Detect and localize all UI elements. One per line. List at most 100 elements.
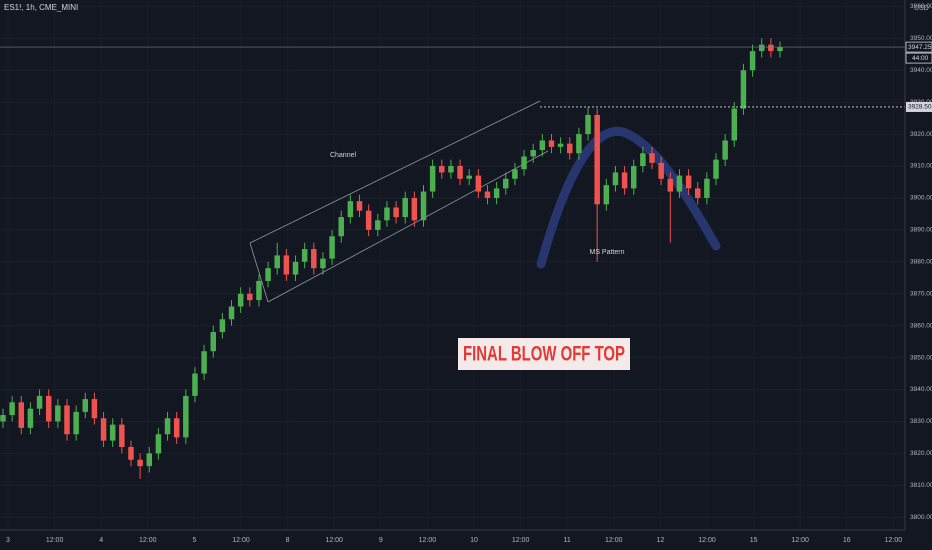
y-tick-label: 3890.00: [910, 227, 932, 234]
candle-body: [521, 156, 527, 170]
candle-body: [128, 446, 134, 460]
candle-body: [228, 306, 235, 320]
y-tick-label: 3870.00: [910, 290, 932, 297]
candle-body: [649, 153, 655, 163]
candle-body: [219, 319, 226, 333]
last-price-label: 3947.25: [908, 44, 932, 51]
last-price-box: [905, 41, 932, 53]
candle-body: [338, 217, 344, 237]
candle-body: [256, 280, 262, 301]
candle-body: [457, 166, 463, 179]
candle-body: [512, 169, 518, 179]
channel-line: [267, 150, 549, 303]
candle-body: [9, 402, 15, 416]
candle-body: [548, 140, 555, 147]
x-tick-label: 12: [657, 537, 665, 544]
candle-body: [283, 255, 290, 275]
candle-body: [201, 351, 207, 374]
candle-body: [402, 197, 408, 218]
y-tick-label: 3900.00: [910, 195, 932, 202]
x-tick-label: 12:00: [325, 537, 343, 544]
x-tick-label: 12:00: [139, 537, 157, 544]
candle-body: [429, 166, 436, 192]
candle-body: [210, 332, 216, 352]
headline-box: [458, 338, 630, 370]
candle-body: [375, 220, 381, 230]
candle-body: [630, 166, 637, 189]
candle-body: [777, 47, 783, 52]
candle-body: [667, 178, 674, 192]
candle-body: [640, 153, 646, 167]
candle-body: [73, 411, 79, 435]
candle-body: [567, 143, 573, 154]
x-tick-label: 12:00: [46, 537, 64, 544]
channel-line: [249, 100, 541, 244]
y-tick-label: 3800.00: [910, 514, 932, 521]
candle-body: [347, 201, 354, 218]
candle-body: [448, 166, 454, 173]
countdown-box: [905, 52, 932, 64]
x-tick-label: 10: [470, 537, 478, 544]
candle-body: [247, 293, 253, 301]
x-tick-label: 3: [6, 537, 10, 544]
candle-body: [183, 395, 189, 438]
level-box: [906, 101, 932, 112]
candle-body: [55, 405, 61, 422]
candle-body: [164, 418, 171, 435]
candle-body: [146, 453, 153, 467]
x-tick-label: 12:00: [512, 537, 530, 544]
candle-body: [722, 140, 728, 160]
candle-body: [18, 402, 25, 428]
candle-body: [100, 418, 107, 441]
candle-body: [694, 188, 701, 198]
x-tick-label: 12:00: [419, 537, 437, 544]
candle-body: [539, 140, 546, 151]
level-label: 3928.50: [908, 104, 932, 111]
candle-body: [82, 399, 89, 412]
candle-body: [420, 191, 427, 221]
candle-body: [329, 236, 335, 259]
axes: 3800.00 3810.00 3820.00 3830.00 3840.00 3850.…: [6, 3, 932, 544]
x-tick-label: 12:00: [885, 537, 903, 544]
candle-body: [749, 51, 756, 71]
candle-body: [411, 197, 418, 221]
y-tick-label: 3940.00: [910, 67, 932, 74]
channel-line: [249, 242, 269, 303]
candle-body: [265, 268, 271, 281]
candle-body: [27, 408, 34, 428]
candle-body: [484, 191, 491, 198]
x-tick-label: 16: [843, 537, 851, 544]
candle-body: [192, 373, 198, 396]
candle-body: [439, 166, 445, 173]
candle-body: [576, 134, 582, 154]
candle-body: [274, 255, 280, 269]
x-tick-label: 8: [286, 537, 290, 544]
y-tick-label: 3850.00: [910, 354, 932, 361]
candle-body: [676, 175, 683, 192]
candle-body: [503, 178, 509, 189]
y-tick-label: 3840.00: [910, 386, 932, 393]
x-tick-label: 5: [192, 537, 196, 544]
countdown-label: 44:00: [912, 55, 929, 62]
y-tick-label: 3920.00: [910, 131, 932, 138]
y-tick-label: 3820.00: [910, 450, 932, 457]
candle-body: [475, 175, 482, 192]
candle-body: [0, 415, 6, 422]
x-tick-label: 9: [379, 537, 383, 544]
candle-body: [731, 108, 738, 141]
candle-body: [685, 175, 692, 189]
candle-body: [758, 44, 765, 52]
candle-body: [365, 210, 372, 230]
candle-body: [393, 207, 399, 218]
candle-body: [301, 249, 308, 262]
y-tick-label: 3880.00: [910, 259, 932, 266]
candle-body: [585, 114, 591, 135]
currency: USD: [914, 5, 929, 12]
candle-body: [466, 175, 472, 179]
candle-body: [173, 418, 180, 438]
y-tick-label: 3810.00: [910, 482, 932, 489]
x-tick-label: 12:00: [698, 537, 716, 544]
candle-body: [119, 424, 125, 447]
y-tick-label: 3830.00: [910, 418, 932, 425]
